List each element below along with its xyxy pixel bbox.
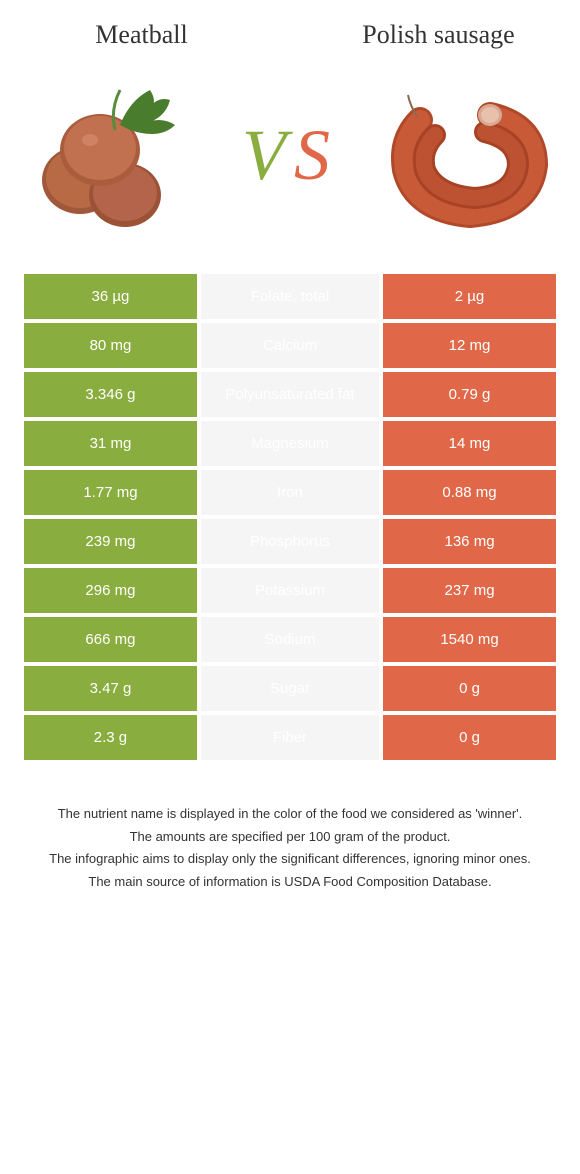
right-value: 237 mg	[383, 568, 556, 613]
right-value: 0 g	[383, 666, 556, 711]
right-value: 14 mg	[383, 421, 556, 466]
table-row: 239 mgPhosphorus136 mg	[24, 519, 556, 564]
sausage-image	[380, 70, 560, 240]
nutrient-label: Potassium	[201, 568, 379, 613]
left-value: 31 mg	[24, 421, 197, 466]
table-row: 2.3 gFiber0 g	[24, 715, 556, 760]
table-row: 666 mgSodium1540 mg	[24, 617, 556, 662]
footnote-line: The main source of information is USDA F…	[30, 872, 550, 892]
right-value: 1540 mg	[383, 617, 556, 662]
nutrient-label: Magnesium	[201, 421, 379, 466]
table-row: 3.346 gPolyunsaturated fat0.79 g	[24, 372, 556, 417]
nutrient-label: Folate, total	[201, 274, 379, 319]
nutrient-label: Iron	[201, 470, 379, 515]
images-row: VS	[20, 70, 560, 240]
left-value: 80 mg	[24, 323, 197, 368]
table-row: 296 mgPotassium237 mg	[24, 568, 556, 613]
nutrient-label: Phosphorus	[201, 519, 379, 564]
right-value: 12 mg	[383, 323, 556, 368]
right-value: 0.88 mg	[383, 470, 556, 515]
table-row: 36 µgFolate, total2 µg	[24, 274, 556, 319]
right-value: 0 g	[383, 715, 556, 760]
left-value: 239 mg	[24, 519, 197, 564]
right-value: 0.79 g	[383, 372, 556, 417]
left-value: 3.47 g	[24, 666, 197, 711]
vs-v: V	[242, 115, 294, 195]
footnote: The nutrient name is displayed in the co…	[20, 804, 560, 891]
left-value: 3.346 g	[24, 372, 197, 417]
footnote-line: The amounts are specified per 100 gram o…	[30, 827, 550, 847]
header: Meatball Polish sausage	[20, 20, 560, 50]
footnote-line: The nutrient name is displayed in the co…	[30, 804, 550, 824]
left-value: 296 mg	[24, 568, 197, 613]
table-row: 31 mgMagnesium14 mg	[24, 421, 556, 466]
left-title: Meatball	[20, 20, 263, 50]
right-title: Polish sausage	[317, 20, 560, 50]
comparison-table: 36 µgFolate, total2 µg80 mgCalcium12 mg3…	[20, 270, 560, 764]
right-value: 2 µg	[383, 274, 556, 319]
left-value: 2.3 g	[24, 715, 197, 760]
left-value: 1.77 mg	[24, 470, 197, 515]
nutrient-label: Sugar	[201, 666, 379, 711]
table-row: 80 mgCalcium12 mg	[24, 323, 556, 368]
vs-label: VS	[242, 114, 338, 197]
right-value: 136 mg	[383, 519, 556, 564]
left-value: 666 mg	[24, 617, 197, 662]
nutrient-label: Sodium	[201, 617, 379, 662]
footnote-line: The infographic aims to display only the…	[30, 849, 550, 869]
table-row: 3.47 gSugar0 g	[24, 666, 556, 711]
left-value: 36 µg	[24, 274, 197, 319]
meatball-image	[20, 70, 200, 240]
vs-s: S	[294, 115, 338, 195]
table-row: 1.77 mgIron0.88 mg	[24, 470, 556, 515]
nutrient-label: Fiber	[201, 715, 379, 760]
nutrient-label: Calcium	[201, 323, 379, 368]
nutrient-label: Polyunsaturated fat	[201, 372, 379, 417]
